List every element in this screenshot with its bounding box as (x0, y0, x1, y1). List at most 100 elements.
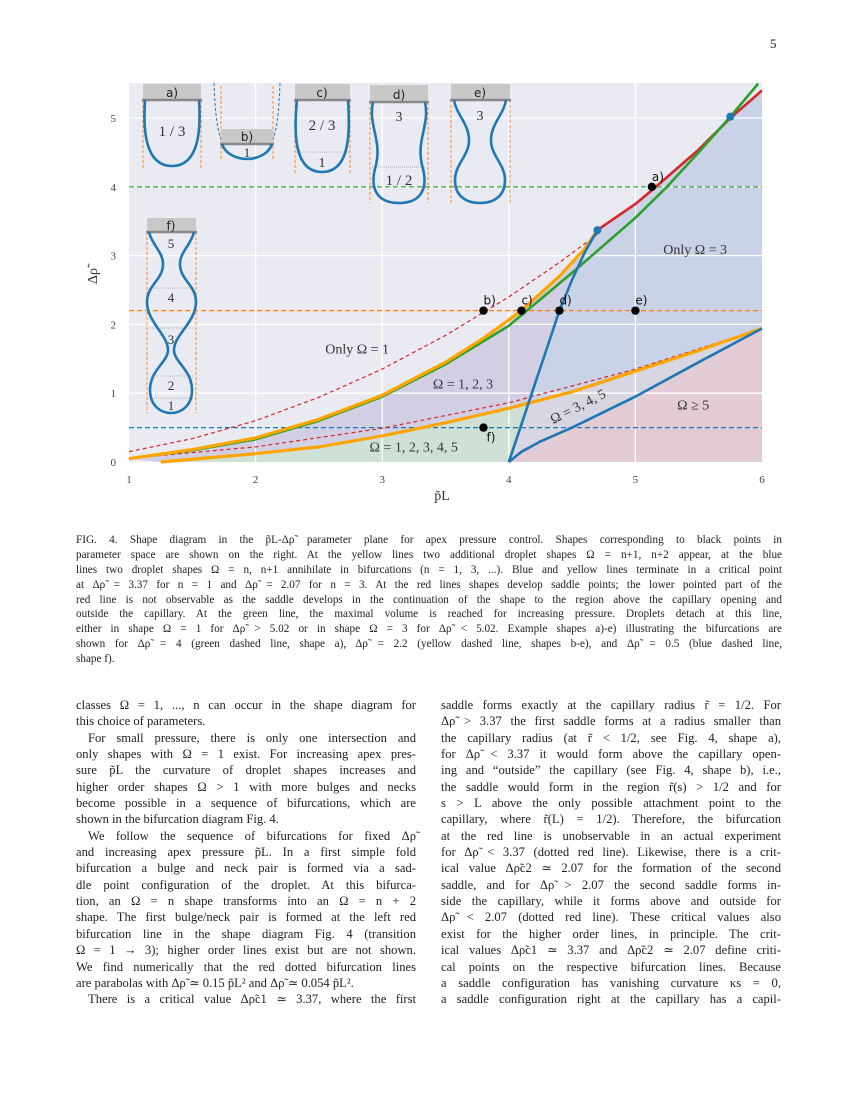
y-tick-label: 4 (111, 182, 117, 194)
text-line: higher order shapes Ω > 1 with more bulg… (76, 779, 416, 794)
shape-point-label: d) (559, 294, 571, 308)
x-tick-label: 2 (253, 474, 259, 486)
x-axis-label: p̃L (434, 489, 450, 504)
shape-point (647, 182, 657, 191)
curve-blue-upper (507, 229, 599, 463)
text-line: a saddle configuration right at the capi… (441, 992, 781, 1007)
curve-red-lower-dashed (128, 327, 763, 459)
text-line: s > L above the only possible attachment… (441, 796, 781, 811)
region-omega-1-2-3-4-5 (160, 403, 528, 462)
droplet-outline (294, 99, 351, 174)
text-line: There is a critical value Δρ̃c1 ≃ 3.37, … (88, 992, 416, 1007)
text-line: become possible in a sequence of bifurca… (76, 796, 416, 811)
shape-point-label: a) (652, 170, 664, 184)
svg-text:3: 3 (168, 332, 175, 347)
text-line: side the capillary, while it forms above… (441, 894, 781, 909)
text-line: red line is not observable as the saddle… (76, 593, 782, 606)
critical-point (593, 226, 602, 235)
text-line: the saddle would form in the region r̃(s… (441, 779, 781, 794)
x-tick-label: 4 (506, 474, 512, 486)
droplet-outline (370, 101, 428, 205)
droplet-outline (145, 231, 198, 415)
svg-text:4: 4 (168, 290, 175, 305)
text-line: at Δρ̃ = 3.37 for n = 1 and Δρ̃ = 2.07 f… (76, 578, 782, 591)
droplet-outline (452, 99, 508, 205)
svg-text:1: 1 (168, 398, 175, 413)
text-line: parameter space are shown on the right. … (76, 548, 782, 561)
text-line: FIG. 4. Shape diagram in the p̃L-Δρ̃ par… (76, 534, 782, 546)
text-line: capillary, where r̃(L) = 1/2). Therefore… (441, 812, 781, 827)
text-line: exist for the higher order lines, in pri… (441, 926, 781, 941)
left-column-text: classes Ω = 1, ..., n can occur in the s… (76, 697, 416, 1008)
text-line: shape. The first bulge/neck pair is form… (76, 910, 416, 925)
text-line: either in shape Ω = 1 for Δρ̃ > 5.02 or … (76, 623, 782, 636)
inset-shape-d: d) 3 1 / 2 (369, 85, 429, 205)
text-line: We find numerically that the red dotted … (76, 959, 416, 974)
inset-shape-e: e) 3 (450, 84, 511, 205)
svg-text:1: 1 (244, 145, 251, 160)
text-line: For small pressure, there is only one in… (88, 730, 416, 745)
droplet-outline (220, 143, 274, 161)
text-line: and increasing apex pressure p̃L. In a f… (76, 845, 416, 860)
shape-point-label: f) (486, 431, 495, 445)
inset-shape-f: f) 5 4 3 2 1 (145, 218, 198, 415)
y-tick-label: 2 (111, 319, 117, 331)
y-tick-label: 0 (111, 457, 117, 469)
shape-point (479, 423, 488, 432)
y-tick-label: 3 (111, 251, 117, 263)
right-column-text: saddle forms exactly at the capillary ra… (441, 697, 781, 1008)
svg-text:c): c) (316, 86, 327, 100)
shape-point-label: e) (635, 294, 647, 308)
curve-red-upper-solid (596, 89, 763, 232)
region-label: Only Ω = 3 (663, 243, 727, 258)
text-line: at the red line is unobservable in an ac… (441, 828, 781, 843)
text-line: cal points on the respective bifurcation… (441, 959, 781, 974)
text-line: Ω = 1 → 3); higher order lines exist but… (76, 943, 416, 958)
inset-shape-b: b) 1 (213, 82, 281, 161)
text-line: Δρ̃ > 3.37 the first saddle forms at a r… (441, 714, 781, 729)
x-tick-label: 3 (379, 474, 385, 486)
text-line: for Δρ̃ < 3.37 it would form above the c… (441, 747, 781, 762)
svg-text:1 / 2: 1 / 2 (386, 173, 413, 189)
text-line: bifurcation a bulge and neck pair is for… (76, 861, 416, 876)
svg-text:b): b) (241, 130, 253, 144)
text-line: bifurcation line in the shape diagram Fi… (76, 926, 416, 941)
text-line: ical values Δρ̃c1 ≃ 3.37 and Δρ̃c2 ≃ 2.0… (441, 943, 781, 958)
figure-caption: FIG. 4. Shape diagram in the p̃L-Δρ̃ par… (76, 533, 782, 667)
droplet-outline (143, 99, 201, 168)
text-line: tion, an Ω = n shape transforms into an … (76, 894, 416, 909)
svg-text:e): e) (474, 86, 486, 100)
inset-shape-a: a) 1 / 3 (142, 84, 202, 168)
curve-red-upper-dashed (128, 233, 598, 453)
y-axis-label: Δρ̃ (86, 263, 101, 284)
text-line: classes Ω = 1, ..., n can occur in the s… (76, 698, 416, 712)
text-line: saddle forms exactly at the capillary ra… (441, 698, 781, 712)
shape-point (555, 306, 564, 315)
text-line: saddle, and for Δρ̃ > 2.07 the second sa… (441, 877, 781, 892)
text-line: the capillary radius (at r̃ < 1/2, see F… (441, 730, 781, 745)
shape-point-label: b) (483, 294, 495, 308)
text-line: only shapes with Ω = 1 exist. For increa… (76, 747, 416, 762)
region-label: Only Ω = 1 (325, 342, 389, 357)
curve-yellow-lower (160, 326, 763, 464)
svg-text:f): f) (167, 219, 176, 233)
text-line: sure p̃L the curvature of droplet shapes… (76, 763, 416, 778)
svg-text:1: 1 (319, 156, 326, 171)
text-line: dle point configuration of the droplet. … (76, 877, 416, 892)
text-line: Δρ̃ < 2.07 (dotted red line). These crit… (441, 910, 781, 925)
text-line: ical value Δρ̃c2 ≃ 2.07 for the formatio… (441, 861, 781, 876)
curve-blue-lower (507, 327, 763, 464)
region-label: Ω = 1, 2, 3 (433, 377, 493, 392)
text-line: shown in the bifurcation diagram Fig. 4. (76, 812, 279, 827)
text-line: are parabolas with Δρ̃ ≃ 0.15 p̃L² and Δ… (76, 975, 354, 990)
text-line: shown for Δρ̃ = 4 (green dashed line, sh… (76, 638, 782, 651)
svg-text:a): a) (166, 86, 178, 100)
shape-point (517, 306, 526, 315)
shape-point (479, 306, 488, 315)
text-line: ing and “outside” the capillary (see Fig… (441, 763, 781, 778)
shape-point-label: c) (521, 294, 532, 308)
svg-text:3: 3 (477, 109, 484, 124)
y-tick-label: 5 (111, 113, 117, 125)
text-line: a saddle configuration has vanishing cur… (441, 975, 781, 990)
y-tick-label: 1 (111, 388, 117, 400)
